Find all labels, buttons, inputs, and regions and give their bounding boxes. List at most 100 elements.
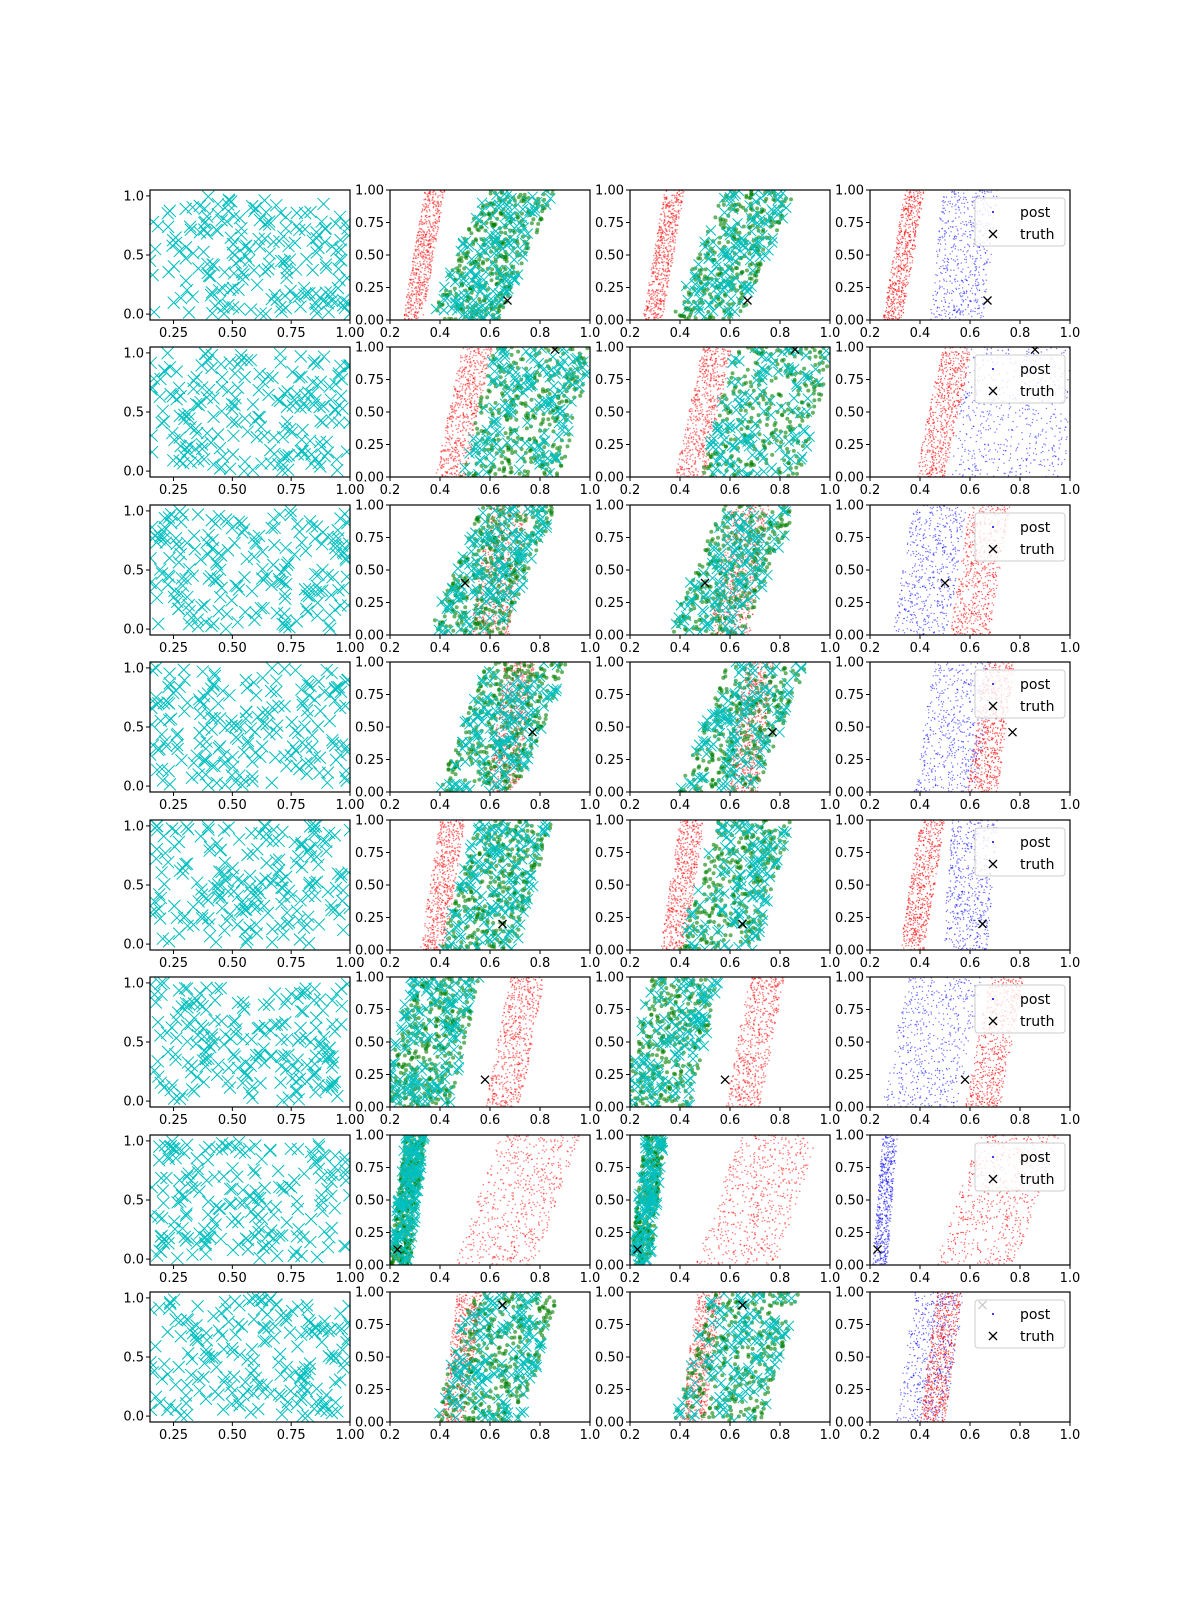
sample-point xyxy=(914,224,917,227)
sample-point xyxy=(663,305,665,308)
sample-cross xyxy=(334,359,347,373)
sample-point xyxy=(904,248,906,250)
sample-point xyxy=(452,286,457,291)
sample-point xyxy=(412,264,415,266)
sample-point xyxy=(669,260,672,263)
sample-cross xyxy=(294,300,307,313)
sample-point xyxy=(488,191,493,196)
sample-point xyxy=(412,273,415,276)
sample-point xyxy=(654,300,656,303)
axes-r1-c4: 0.2 0.4 0.6 0.8 1.00.000.250.500.751.00 xyxy=(835,184,1080,342)
sample-point xyxy=(669,216,672,219)
sample-point xyxy=(974,275,976,277)
sample-point xyxy=(655,303,658,306)
sample-point xyxy=(896,266,898,268)
sample-point xyxy=(516,349,521,354)
sample-point xyxy=(904,194,906,196)
sample-point xyxy=(662,236,665,238)
sample-point xyxy=(883,317,886,319)
sample-point xyxy=(418,307,421,309)
sample-point xyxy=(952,220,955,222)
sample-point xyxy=(679,204,682,207)
sample-point xyxy=(907,232,909,234)
sample-cross xyxy=(737,240,749,251)
sample-point xyxy=(461,385,464,388)
sample-point xyxy=(658,283,660,286)
sample-point xyxy=(476,393,479,396)
sample-point xyxy=(899,242,902,244)
sample-point xyxy=(943,293,946,295)
sample-cross xyxy=(725,226,737,237)
sample-cross xyxy=(205,361,218,375)
sample-point xyxy=(914,215,916,218)
sample-point xyxy=(904,264,906,266)
sample-point xyxy=(913,192,915,194)
sample-point xyxy=(423,251,425,254)
sample-cross xyxy=(340,445,350,459)
sample-point xyxy=(961,295,964,297)
sample-point xyxy=(469,231,474,236)
sample-point xyxy=(969,215,971,217)
sample-point xyxy=(661,286,663,289)
sample-point xyxy=(917,195,919,197)
sample-point xyxy=(462,472,465,475)
sample-point xyxy=(782,199,787,204)
sample-point xyxy=(906,255,908,257)
sample-point xyxy=(951,206,953,208)
sample-point xyxy=(969,219,972,222)
sample-point xyxy=(900,259,902,261)
sample-point xyxy=(962,198,965,200)
sample-point xyxy=(440,211,442,214)
sample-point xyxy=(661,288,664,291)
sample-cross xyxy=(571,352,583,364)
y-tick-label: 0.00 xyxy=(355,471,384,486)
sample-point xyxy=(460,401,463,403)
sample-point xyxy=(913,205,916,207)
sample-point xyxy=(957,192,960,194)
sample-cross xyxy=(725,222,737,234)
sample-point xyxy=(890,303,892,305)
sample-point xyxy=(657,247,659,249)
sample-point xyxy=(936,316,938,318)
sample-point xyxy=(943,268,945,270)
sample-point xyxy=(455,441,457,443)
sample-cross xyxy=(285,426,299,439)
sample-point xyxy=(427,195,430,197)
sample-point xyxy=(897,306,899,308)
sample-point xyxy=(946,222,948,224)
sample-point xyxy=(456,416,458,418)
sample-point xyxy=(464,354,467,356)
sample-point xyxy=(421,245,423,248)
sample-point xyxy=(424,273,426,276)
sample-point xyxy=(932,298,935,300)
sample-cross xyxy=(180,283,194,297)
sample-point xyxy=(964,309,967,311)
sample-cross xyxy=(727,203,739,215)
sample-point xyxy=(662,270,665,272)
sample-cross xyxy=(161,220,175,234)
sample-point xyxy=(416,300,418,303)
sample-point xyxy=(900,223,902,225)
sample-point xyxy=(478,398,483,403)
sample-point xyxy=(664,196,666,199)
sample-point xyxy=(426,277,428,279)
sample-point xyxy=(650,313,653,316)
sample-point xyxy=(658,222,661,225)
sample-point xyxy=(520,211,524,216)
sample-cross xyxy=(334,254,348,267)
sample-point xyxy=(542,197,547,202)
sample-point xyxy=(475,351,477,354)
sample-point xyxy=(910,206,912,208)
sample-cross xyxy=(530,447,542,459)
sample-point xyxy=(420,221,423,223)
sample-point xyxy=(662,256,665,258)
sample-point xyxy=(432,246,434,248)
sample-point xyxy=(943,280,945,282)
sample-point xyxy=(462,417,465,419)
sample-point xyxy=(561,351,566,356)
sample-point xyxy=(448,418,451,421)
sample-point xyxy=(432,227,435,230)
sample-point xyxy=(935,294,937,296)
sample-point xyxy=(751,223,755,228)
sample-cross xyxy=(266,371,279,385)
